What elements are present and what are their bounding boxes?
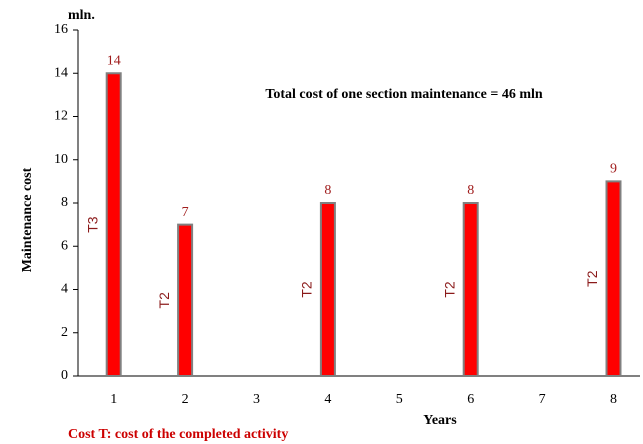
value-label: 8 [467,183,474,198]
value-label: 8 [324,183,331,198]
y-tick-label: 14 [54,65,68,80]
y-tick-label: 8 [61,195,68,210]
x-tick-label: 1 [110,392,117,407]
y-tick-label: 6 [61,238,68,253]
y-tick-label: 12 [54,109,68,124]
value-label: 9 [610,162,617,177]
bar-annotation: T2 [299,281,315,298]
y-tick-label: 10 [54,152,68,167]
bar-annotation: T2 [156,292,172,309]
x-tick-label: 4 [324,392,331,407]
value-label: 14 [107,53,121,68]
bar [319,202,336,377]
x-axis-label: Years [423,413,457,428]
x-tick-label: 7 [539,392,546,407]
value-label: 7 [182,205,189,220]
bar [105,72,122,377]
y-tick-label: 4 [61,282,68,297]
bar [177,223,194,377]
x-tick-label: 5 [396,392,403,407]
x-tick-label: 8 [610,392,617,407]
bar [462,202,479,377]
bar [605,180,622,377]
y-tick-label: 16 [54,22,68,37]
x-tick-label: 2 [182,392,189,407]
y-tick-label: 2 [61,325,68,340]
y-unit: mln. [68,8,95,23]
y-axis-label: Maintenance cost [20,167,35,272]
y-tick-label: 0 [61,368,68,383]
chart-title: Total cost of one section maintenance = … [265,87,543,102]
bar-annotation: T2 [584,270,600,287]
bar-annotation: T3 [84,216,100,233]
x-tick-label: 3 [253,392,260,407]
footnote: Cost T: cost of the completed activity [68,427,288,442]
bar-annotation: T2 [441,281,457,298]
x-tick-label: 6 [467,392,474,407]
